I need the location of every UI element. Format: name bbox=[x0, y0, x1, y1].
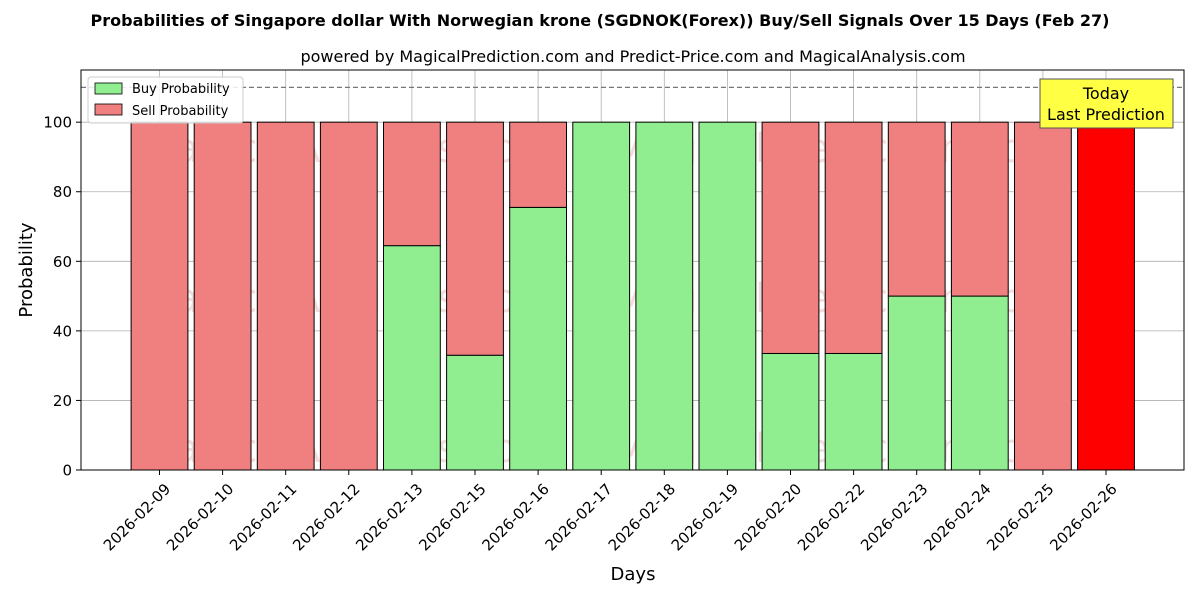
bar-sell-2026-02-10 bbox=[193, 121, 252, 471]
x-tick-label-2026-02-13: 2026-02-13 bbox=[352, 480, 426, 554]
bar-buy-2026-02-23 bbox=[887, 295, 946, 471]
x-tick-label-2026-02-26: 2026-02-26 bbox=[1046, 480, 1120, 554]
bar-buy-2026-02-15 bbox=[446, 354, 504, 471]
bar-sell-2026-02-09 bbox=[130, 121, 189, 471]
y-tick-label-40: 40 bbox=[53, 322, 72, 340]
bar-sell-2026-02-26 bbox=[1077, 121, 1135, 471]
y-tick-label-100: 100 bbox=[43, 114, 72, 132]
bar-sell-2026-02-22 bbox=[824, 121, 883, 354]
x-tick-label-2026-02-10: 2026-02-10 bbox=[163, 480, 237, 554]
bar-buy-2026-02-20 bbox=[761, 352, 820, 471]
bar-sell-2026-02-16 bbox=[509, 121, 568, 208]
y-tick-label-0: 0 bbox=[62, 462, 72, 480]
legend-label-sell: Sell Probability bbox=[132, 104, 229, 119]
legend-box bbox=[87, 76, 244, 124]
today-annotation-line2: Last Prediction bbox=[1047, 105, 1165, 124]
x-tick-label-2026-02-18: 2026-02-18 bbox=[605, 480, 679, 554]
x-tick-label-2026-02-11: 2026-02-11 bbox=[226, 480, 300, 554]
x-tick-label-2026-02-09: 2026-02-09 bbox=[100, 480, 174, 554]
legend: Buy Probability Sell Probability bbox=[87, 76, 244, 124]
x-tick-label-2026-02-12: 2026-02-12 bbox=[289, 480, 363, 554]
x-tick-label-2026-02-17: 2026-02-17 bbox=[542, 480, 616, 554]
bar-buy-2026-02-19 bbox=[698, 121, 757, 471]
x-tick-label-2026-02-19: 2026-02-19 bbox=[668, 480, 742, 554]
x-axis-label: Days bbox=[611, 564, 656, 585]
chart-title: Probabilities of Singapore dollar With N… bbox=[91, 11, 1110, 30]
bar-buy-2026-02-17 bbox=[572, 121, 631, 471]
y-axis-label: Probability bbox=[16, 222, 37, 317]
y-tick-label-60: 60 bbox=[53, 253, 72, 271]
x-tick-label-2026-02-24: 2026-02-24 bbox=[920, 480, 994, 554]
bar-sell-2026-02-23 bbox=[887, 121, 946, 297]
x-tick-label-2026-02-15: 2026-02-15 bbox=[415, 480, 489, 554]
x-tick-label-2026-02-22: 2026-02-22 bbox=[794, 480, 868, 554]
bar-sell-2026-02-12 bbox=[319, 121, 378, 471]
bar-sell-2026-02-20 bbox=[761, 121, 820, 354]
x-tick-label-2026-02-23: 2026-02-23 bbox=[857, 480, 931, 554]
x-tick-label-2026-02-25: 2026-02-25 bbox=[983, 480, 1057, 554]
bar-buy-2026-02-18 bbox=[635, 121, 694, 471]
y-tick-label-20: 20 bbox=[53, 392, 72, 410]
bar-sell-2026-02-24 bbox=[950, 121, 1009, 297]
bar-sell-2026-02-11 bbox=[256, 121, 315, 471]
legend-label-buy: Buy Probability bbox=[132, 82, 230, 97]
legend-swatch-buy bbox=[94, 82, 123, 95]
y-axis-ticks: 0 20 40 60 80 100 bbox=[43, 114, 81, 480]
legend-swatch-sell bbox=[94, 103, 123, 116]
bar-sell-2026-02-15 bbox=[446, 121, 504, 356]
today-annotation-line1: Today bbox=[1082, 84, 1129, 103]
bar-buy-2026-02-13 bbox=[383, 245, 441, 471]
x-tick-label-2026-02-20: 2026-02-20 bbox=[731, 480, 805, 554]
bar-sell-2026-02-25 bbox=[1014, 121, 1072, 471]
today-annotation: Today Last Prediction bbox=[1039, 78, 1174, 129]
bar-buy-2026-02-24 bbox=[950, 295, 1009, 471]
bar-sell-2026-02-13 bbox=[383, 121, 441, 247]
today-annotation-box bbox=[1039, 78, 1174, 129]
bar-buy-2026-02-16 bbox=[509, 206, 568, 471]
chart-subtitle: powered by MagicalPrediction.com and Pre… bbox=[300, 47, 965, 66]
x-tick-label-2026-02-16: 2026-02-16 bbox=[478, 480, 552, 554]
y-tick-label-80: 80 bbox=[53, 183, 72, 201]
plot-frame bbox=[80, 69, 1185, 471]
x-axis-ticks: 2026-02-092026-02-102026-02-112026-02-12… bbox=[100, 470, 1121, 554]
bar-buy-2026-02-22 bbox=[824, 352, 883, 471]
bars bbox=[130, 121, 1135, 471]
